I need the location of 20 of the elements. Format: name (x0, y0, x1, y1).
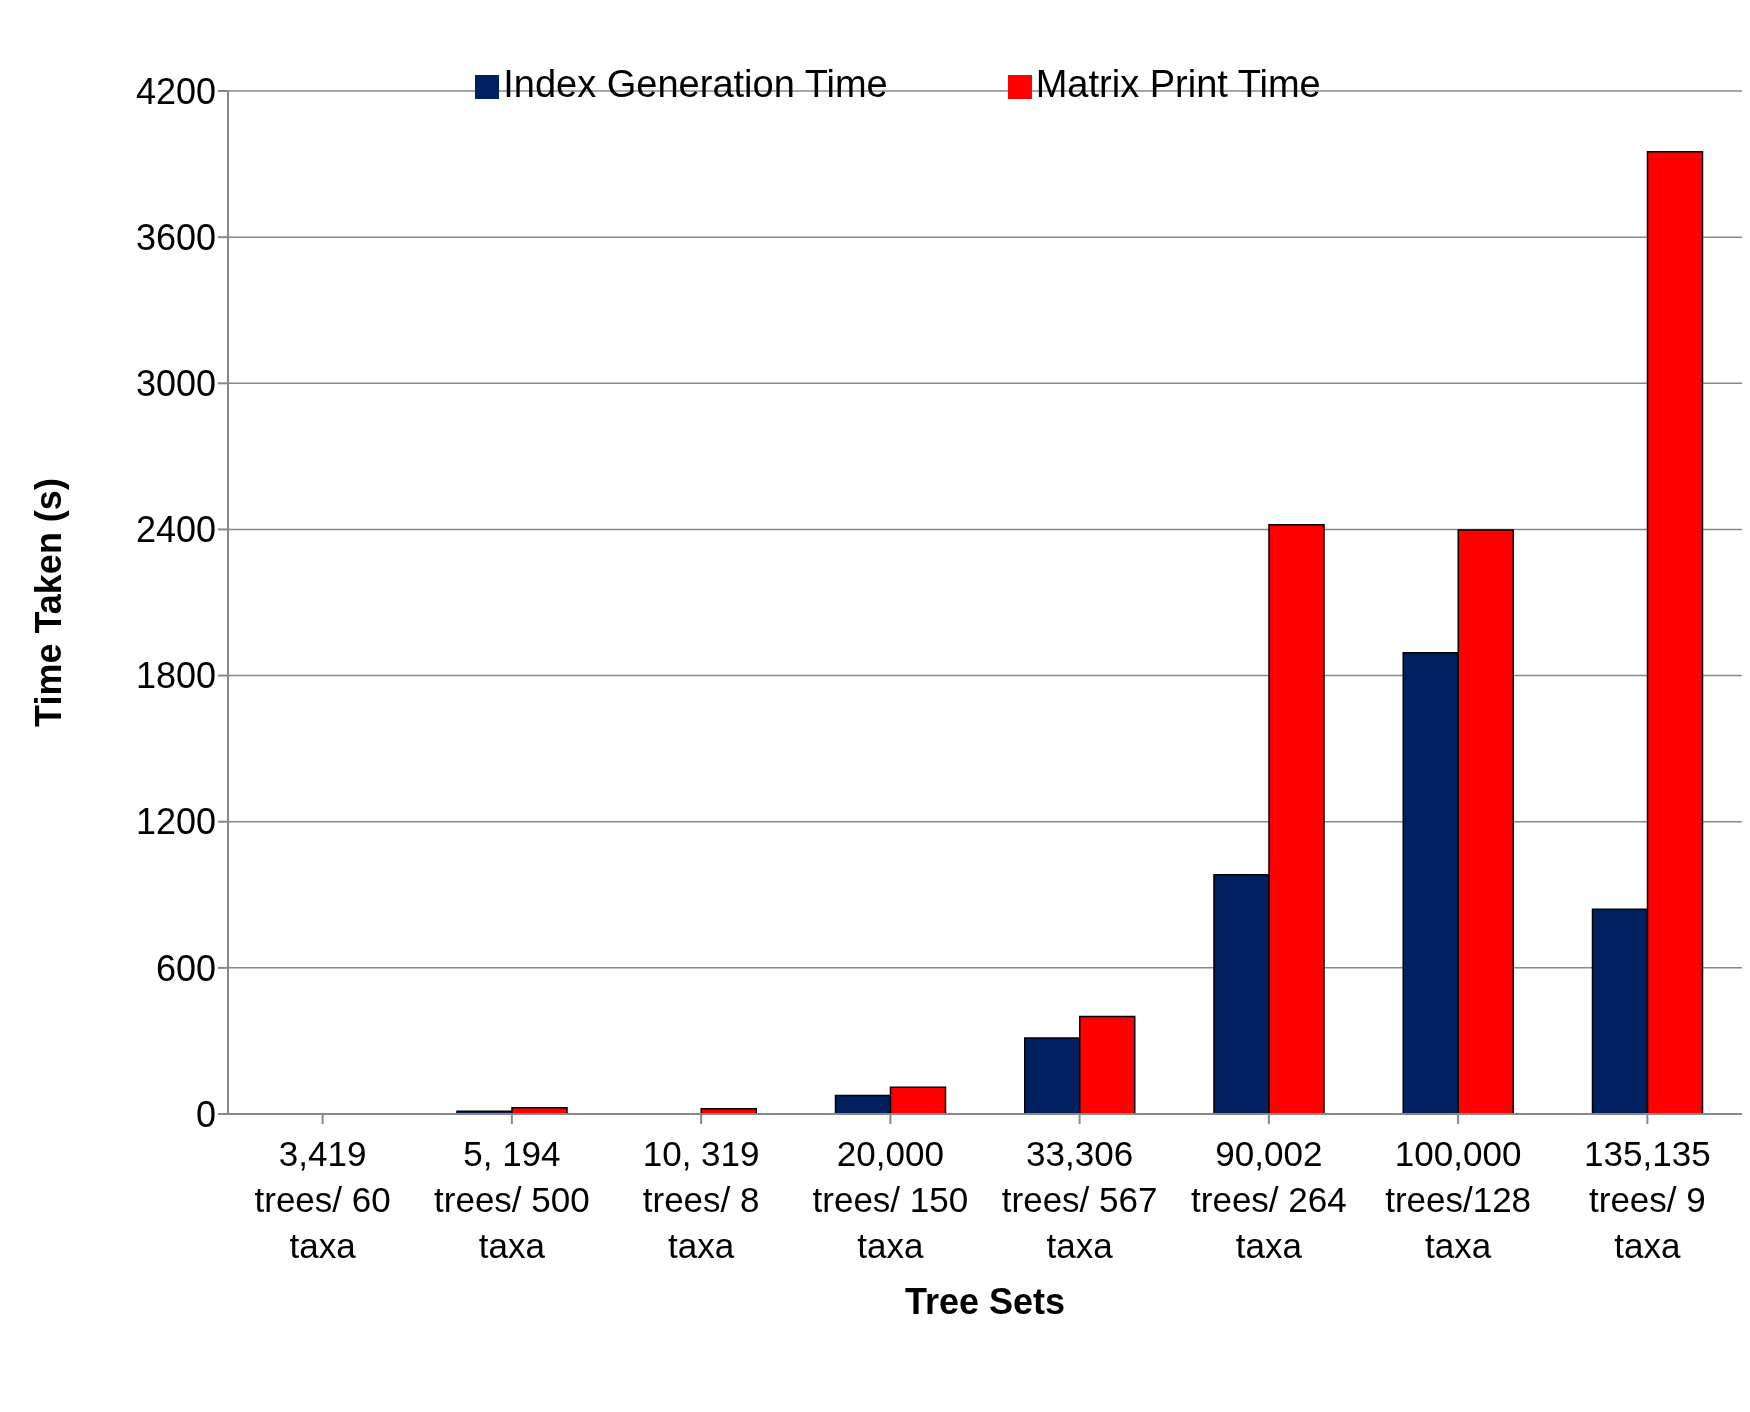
legend-label: Matrix Print Time (1035, 63, 1321, 105)
y-tick-label: 3000 (135, 363, 216, 405)
y-tick-label: 0 (195, 1093, 216, 1135)
y-tick-label: 1800 (135, 655, 216, 697)
y-tick-label: 4200 (135, 70, 216, 112)
x-tick-label: 135,135 trees/ 9 taxa (1584, 1134, 1711, 1265)
x-tick-label: 3,419 trees/ 60 taxa (254, 1134, 391, 1265)
x-tick-label: 5, 194 trees/ 500 taxa (434, 1134, 590, 1265)
x-tick-label: 90,002 trees/ 264 taxa (1191, 1134, 1347, 1265)
y-tick-label: 2400 (135, 509, 216, 551)
x-tick-label: 33,306 trees/ 567 taxa (1001, 1134, 1158, 1265)
y-tick-label: 1200 (135, 801, 216, 843)
legend-label: Index Generation Time (503, 63, 888, 105)
x-tick-label: 100,000 trees/128 taxa (1385, 1134, 1532, 1265)
x-tick-label: 20,000 trees/ 150 taxa (812, 1134, 969, 1265)
y-tick-label: 600 (155, 947, 216, 989)
y-tick-label: 3600 (135, 216, 216, 258)
x-tick-label: 10, 319 trees/ 8 taxa (642, 1134, 760, 1265)
y-axis-title: Time Taken (s) (27, 478, 69, 727)
x-axis-title: Tree Sets (904, 1281, 1066, 1322)
